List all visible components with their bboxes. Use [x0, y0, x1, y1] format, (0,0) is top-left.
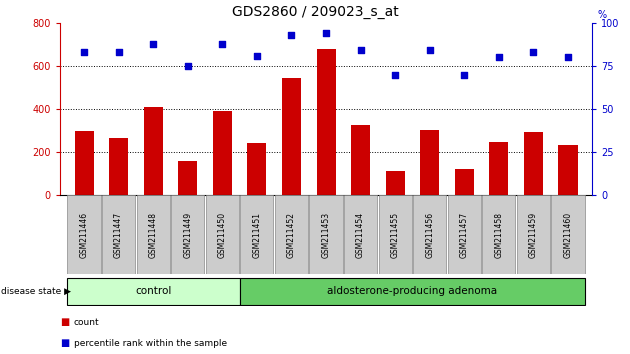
- Text: ■: ■: [60, 318, 69, 327]
- FancyBboxPatch shape: [517, 195, 550, 274]
- Point: [321, 30, 331, 36]
- FancyBboxPatch shape: [551, 195, 585, 274]
- FancyBboxPatch shape: [309, 195, 343, 274]
- FancyBboxPatch shape: [102, 195, 135, 274]
- Text: GSM211455: GSM211455: [391, 211, 399, 258]
- FancyBboxPatch shape: [239, 278, 585, 305]
- Text: GSM211446: GSM211446: [79, 211, 89, 258]
- FancyBboxPatch shape: [240, 195, 273, 274]
- FancyBboxPatch shape: [275, 195, 308, 274]
- Point: [425, 48, 435, 53]
- Point: [113, 49, 123, 55]
- Point: [529, 49, 539, 55]
- FancyBboxPatch shape: [171, 195, 204, 274]
- Point: [252, 53, 262, 58]
- Bar: [455, 169, 474, 195]
- Text: GSM211447: GSM211447: [114, 211, 123, 258]
- Text: GSM211453: GSM211453: [321, 211, 331, 258]
- Text: %: %: [597, 10, 607, 19]
- Point: [355, 48, 365, 53]
- FancyBboxPatch shape: [448, 195, 481, 274]
- Point: [79, 49, 89, 55]
- Point: [459, 72, 469, 78]
- FancyBboxPatch shape: [483, 195, 515, 274]
- Text: GSM211448: GSM211448: [149, 212, 158, 257]
- FancyBboxPatch shape: [379, 195, 412, 274]
- FancyBboxPatch shape: [206, 195, 239, 274]
- Text: ■: ■: [60, 338, 69, 348]
- FancyBboxPatch shape: [137, 195, 169, 274]
- Bar: [144, 107, 163, 195]
- Text: GSM211449: GSM211449: [183, 211, 192, 258]
- Bar: [213, 111, 232, 195]
- Text: GSM211451: GSM211451: [253, 212, 261, 257]
- FancyBboxPatch shape: [67, 278, 239, 305]
- Bar: [282, 78, 301, 195]
- Point: [563, 55, 573, 60]
- Bar: [316, 49, 336, 195]
- Point: [494, 55, 504, 60]
- Text: control: control: [135, 286, 171, 296]
- Text: GSM211454: GSM211454: [356, 211, 365, 258]
- Bar: [524, 132, 543, 195]
- Text: GSM211459: GSM211459: [529, 211, 538, 258]
- Bar: [178, 161, 197, 195]
- Text: percentile rank within the sample: percentile rank within the sample: [74, 339, 227, 348]
- FancyBboxPatch shape: [413, 195, 446, 274]
- Bar: [74, 131, 93, 195]
- Text: count: count: [74, 319, 100, 327]
- Text: GSM211456: GSM211456: [425, 211, 434, 258]
- Bar: [386, 171, 404, 195]
- Bar: [490, 142, 508, 195]
- Text: GSM211452: GSM211452: [287, 212, 296, 257]
- Point: [217, 41, 227, 46]
- Point: [287, 32, 297, 38]
- Bar: [420, 130, 439, 195]
- Bar: [351, 125, 370, 195]
- FancyBboxPatch shape: [344, 195, 377, 274]
- Point: [183, 63, 193, 69]
- Bar: [559, 145, 578, 195]
- Text: GSM211450: GSM211450: [218, 211, 227, 258]
- Text: GSM211460: GSM211460: [563, 211, 573, 258]
- Point: [390, 72, 400, 78]
- Text: GDS2860 / 209023_s_at: GDS2860 / 209023_s_at: [232, 5, 398, 19]
- Bar: [109, 138, 128, 195]
- Text: GSM211458: GSM211458: [495, 212, 503, 257]
- Bar: [248, 143, 266, 195]
- Text: aldosterone-producing adenoma: aldosterone-producing adenoma: [328, 286, 498, 296]
- Point: [148, 41, 158, 46]
- FancyBboxPatch shape: [67, 195, 101, 274]
- Text: GSM211457: GSM211457: [460, 211, 469, 258]
- Text: disease state ▶: disease state ▶: [1, 287, 71, 296]
